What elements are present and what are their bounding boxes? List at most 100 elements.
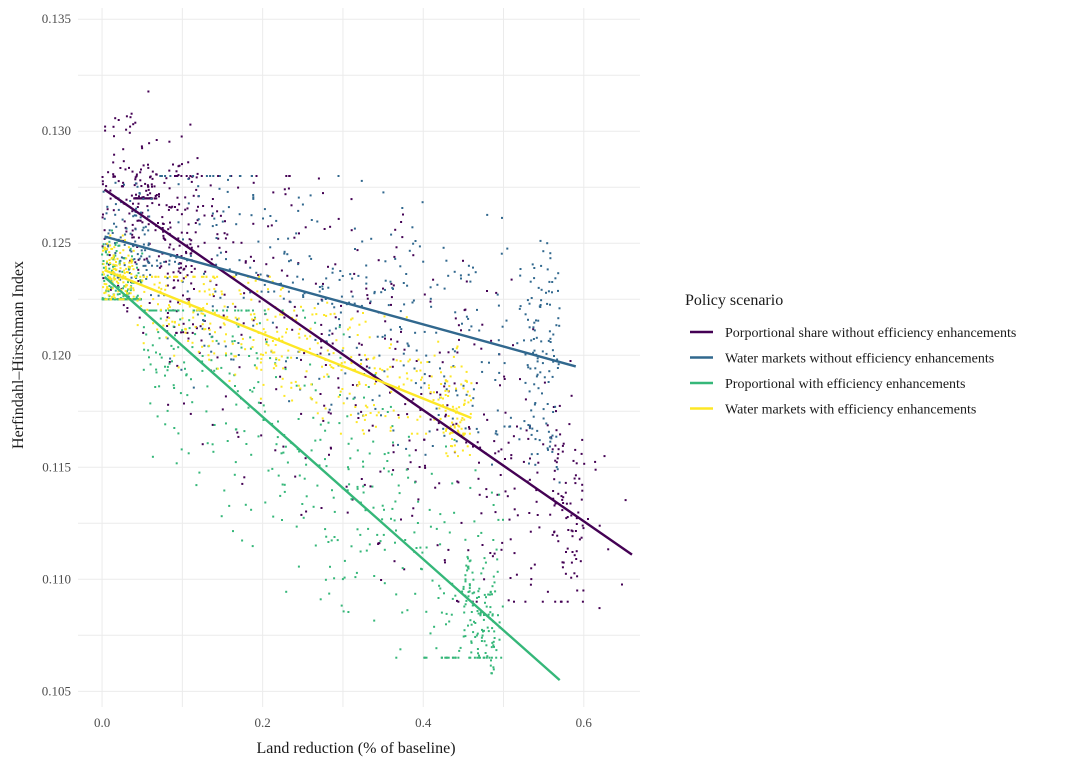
data-point (365, 287, 368, 290)
data-point (107, 276, 110, 279)
data-point (282, 445, 285, 448)
data-point (439, 393, 442, 396)
data-point (191, 346, 194, 349)
data-point (305, 370, 308, 373)
data-point (149, 176, 151, 179)
data-point (351, 317, 354, 320)
data-point (572, 459, 575, 462)
data-point (211, 443, 214, 446)
data-point (430, 472, 433, 475)
data-point (433, 418, 436, 421)
data-point (578, 538, 581, 541)
data-point (128, 166, 130, 169)
data-point (377, 411, 380, 414)
x-tick-label: 0.0 (94, 715, 110, 730)
data-point (112, 258, 115, 261)
data-point (114, 213, 117, 216)
data-point (341, 349, 344, 352)
data-point (432, 391, 435, 394)
data-point (464, 635, 467, 638)
data-point (327, 411, 330, 414)
data-point (324, 364, 327, 366)
data-point (450, 613, 453, 616)
data-point (297, 332, 300, 335)
data-point (403, 303, 406, 306)
data-point (353, 272, 356, 275)
data-point (537, 387, 540, 390)
data-point (104, 250, 107, 253)
data-point (249, 266, 252, 269)
data-point (464, 574, 467, 577)
data-point (183, 361, 186, 364)
data-point (112, 161, 115, 164)
data-point (283, 483, 286, 486)
data-point (167, 228, 170, 231)
data-point (367, 527, 370, 530)
data-point (428, 508, 431, 511)
data-point (209, 279, 212, 282)
data-point (192, 309, 195, 312)
data-point (524, 600, 527, 603)
data-point (489, 590, 492, 593)
data-point (263, 410, 266, 413)
data-point (554, 600, 557, 603)
data-point (290, 381, 293, 384)
data-point (421, 551, 424, 554)
data-point (195, 188, 198, 191)
data-point (490, 659, 492, 662)
data-point (175, 256, 178, 259)
data-point (537, 319, 540, 322)
data-point (403, 348, 406, 351)
data-point (166, 312, 169, 314)
data-point (211, 423, 214, 426)
data-point (440, 611, 443, 614)
data-point (392, 429, 395, 432)
data-point (258, 300, 261, 303)
data-point (373, 404, 375, 407)
data-point (456, 599, 458, 602)
data-point (182, 322, 185, 325)
data-point (190, 271, 193, 273)
data-point (161, 227, 164, 229)
data-point (189, 412, 192, 415)
data-point (566, 547, 569, 550)
data-point (429, 286, 432, 289)
data-point (578, 477, 581, 480)
data-point (195, 209, 198, 212)
data-point (419, 409, 422, 411)
data-point (413, 367, 416, 370)
data-point (102, 213, 104, 216)
y-tick-label: 0.120 (42, 347, 71, 362)
data-point (529, 457, 531, 460)
data-point (442, 427, 445, 430)
data-point (398, 385, 400, 388)
data-point (105, 212, 108, 215)
data-point (232, 241, 235, 244)
data-point (177, 270, 180, 273)
data-point (417, 500, 420, 503)
data-point (510, 454, 513, 457)
data-point (356, 528, 359, 531)
data-point (130, 112, 133, 115)
data-point (223, 305, 226, 308)
data-point (465, 280, 468, 283)
data-point (346, 489, 349, 492)
data-point (275, 376, 277, 379)
data-point (103, 279, 106, 282)
data-point (369, 485, 372, 488)
data-point (316, 484, 319, 487)
data-point (494, 379, 497, 381)
data-point (143, 348, 146, 351)
data-point (213, 217, 216, 220)
data-point (594, 460, 597, 463)
data-point (453, 438, 456, 441)
data-point (122, 181, 125, 184)
data-point (224, 237, 227, 240)
data-point (355, 421, 358, 424)
data-point (180, 266, 182, 269)
data-point (114, 254, 117, 257)
data-point (102, 249, 104, 252)
data-point (339, 356, 342, 359)
data-point (529, 530, 532, 533)
data-point (445, 428, 448, 430)
